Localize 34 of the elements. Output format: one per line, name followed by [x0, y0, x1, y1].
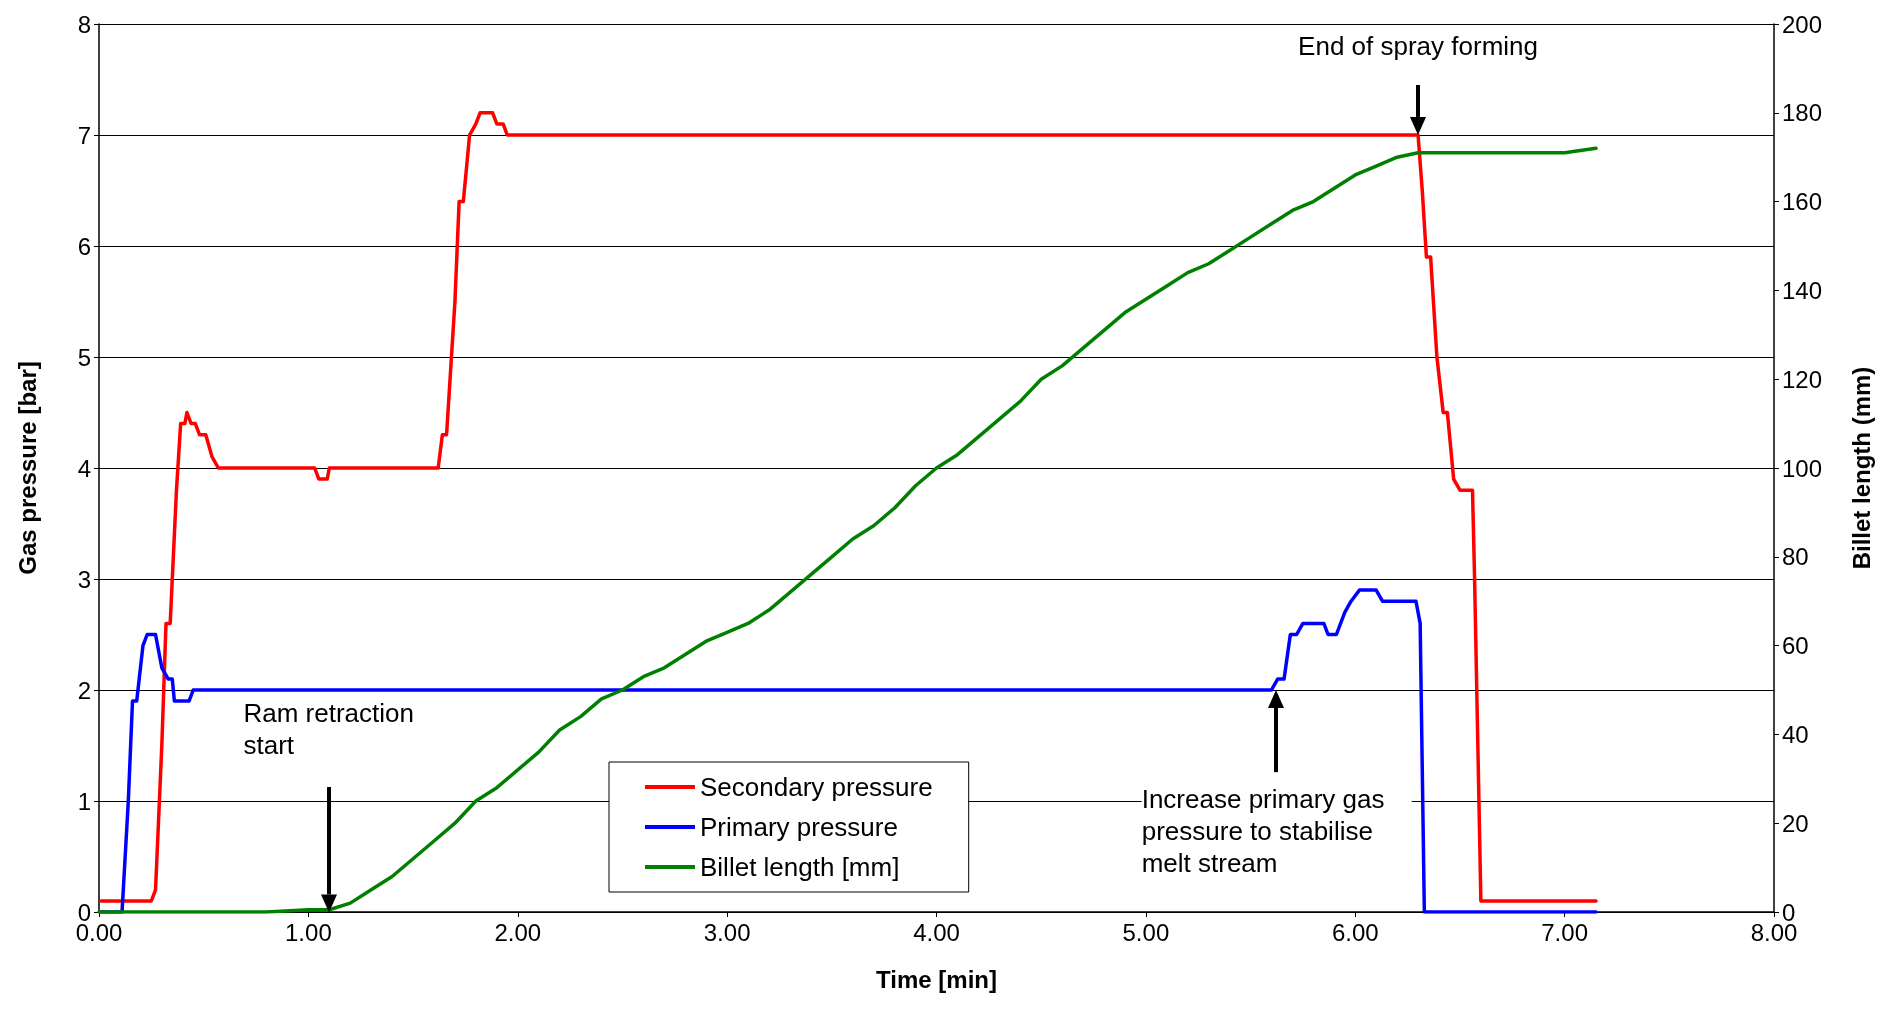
- y2-tick-label: 80: [1782, 543, 1809, 571]
- x-tick-label: 2.00: [494, 918, 542, 946]
- x-tick-label: 3.00: [703, 918, 751, 946]
- y-axis-title: Gas pressure [bar]: [13, 361, 41, 575]
- y2-tick-label: 120: [1782, 365, 1823, 393]
- legend-label: Primary pressure: [700, 812, 898, 842]
- y-tick-label: 4: [77, 454, 91, 482]
- y2-axis-title: Billet length (mm): [1847, 366, 1875, 570]
- y2-tick-label: 160: [1782, 188, 1823, 216]
- y-tick-label: 1: [77, 787, 91, 815]
- y2-tick-label: 100: [1782, 454, 1823, 482]
- x-tick-label: 5.00: [1122, 918, 1170, 946]
- x-axis-title: Time [min]: [876, 965, 997, 993]
- annotation: Ram retraction start: [243, 697, 422, 760]
- legend-label: Billet length [mm]: [700, 852, 900, 882]
- y-tick-label: 6: [77, 232, 91, 260]
- y2-tick-label: 180: [1782, 99, 1823, 127]
- x-tick-label: 4.00: [913, 918, 960, 946]
- annotation: Increase primary gas pressure to stabilise melt stream: [1141, 783, 1392, 878]
- y-tick-label: 2: [77, 676, 91, 704]
- annotation: End of spray forming: [1298, 31, 1539, 62]
- legend-label: Secondary pressure: [700, 772, 933, 802]
- y2-tick-label: 200: [1782, 10, 1823, 38]
- y2-tick-label: 40: [1782, 720, 1809, 748]
- x-tick-label: 7.00: [1541, 918, 1588, 946]
- y-tick-label: 7: [77, 121, 91, 149]
- y2-tick-label: 140: [1782, 276, 1823, 304]
- y-tick-label: 5: [77, 343, 91, 371]
- y2-tick-label: 60: [1782, 632, 1809, 660]
- x-tick-label: 6.00: [1331, 918, 1379, 946]
- y-tick-label: 3: [77, 565, 91, 593]
- y2-tick-label: 20: [1782, 809, 1809, 837]
- y-tick-label: 8: [77, 10, 91, 38]
- x-tick-label: 1.00: [285, 918, 332, 946]
